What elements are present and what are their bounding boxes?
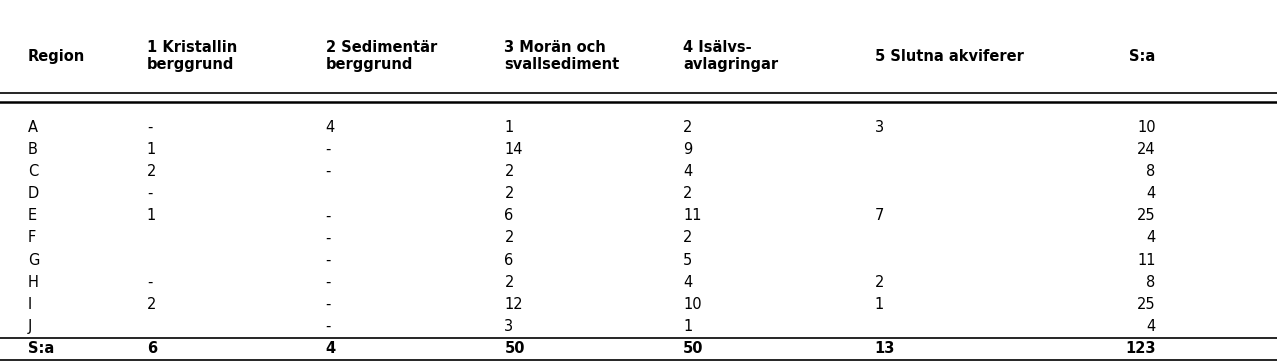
Text: A: A [28, 120, 38, 135]
Text: 1: 1 [504, 120, 513, 135]
Text: 5: 5 [683, 253, 692, 268]
Text: 2: 2 [875, 275, 884, 290]
Text: 2: 2 [504, 231, 513, 245]
Text: D: D [28, 186, 40, 201]
Text: 2: 2 [683, 231, 692, 245]
Text: 4: 4 [326, 120, 335, 135]
Text: 2 Sedimentär
berggrund: 2 Sedimentär berggrund [326, 40, 437, 73]
Text: B: B [28, 142, 38, 157]
Text: 13: 13 [875, 341, 895, 356]
Text: 14: 14 [504, 142, 522, 157]
Text: 4 Isälvs-
avlagringar: 4 Isälvs- avlagringar [683, 40, 778, 73]
Text: 1: 1 [875, 297, 884, 312]
Text: 4: 4 [683, 275, 692, 290]
Text: -: - [326, 142, 331, 157]
Text: -: - [147, 275, 152, 290]
Text: 5 Slutna akviferer: 5 Slutna akviferer [875, 49, 1024, 64]
Text: S:a: S:a [1129, 49, 1156, 64]
Text: 3: 3 [875, 120, 884, 135]
Text: S:a: S:a [28, 341, 55, 356]
Text: 6: 6 [504, 253, 513, 268]
Text: F: F [28, 231, 36, 245]
Text: 2: 2 [504, 164, 513, 179]
Text: 4: 4 [1147, 231, 1156, 245]
Text: Region: Region [28, 49, 86, 64]
Text: 50: 50 [683, 341, 704, 356]
Text: -: - [326, 208, 331, 223]
Text: -: - [326, 297, 331, 312]
Text: E: E [28, 208, 37, 223]
Text: 10: 10 [683, 297, 702, 312]
Text: J: J [28, 319, 32, 334]
Text: 11: 11 [1138, 253, 1156, 268]
Text: 9: 9 [683, 142, 692, 157]
Text: -: - [147, 120, 152, 135]
Text: 6: 6 [504, 208, 513, 223]
Text: 2: 2 [683, 186, 692, 201]
Text: 3 Morän och
svallsediment: 3 Morän och svallsediment [504, 40, 619, 73]
Text: C: C [28, 164, 38, 179]
Text: 11: 11 [683, 208, 701, 223]
Text: 25: 25 [1137, 297, 1156, 312]
Text: 1: 1 [147, 208, 156, 223]
Text: -: - [147, 186, 152, 201]
Text: 1 Kristallin
berggrund: 1 Kristallin berggrund [147, 40, 238, 73]
Text: 2: 2 [147, 164, 156, 179]
Text: -: - [326, 253, 331, 268]
Text: -: - [326, 164, 331, 179]
Text: 6: 6 [147, 341, 157, 356]
Text: H: H [28, 275, 40, 290]
Text: G: G [28, 253, 40, 268]
Text: 123: 123 [1125, 341, 1156, 356]
Text: 50: 50 [504, 341, 525, 356]
Text: 4: 4 [1147, 186, 1156, 201]
Text: I: I [28, 297, 32, 312]
Text: 1: 1 [683, 319, 692, 334]
Text: -: - [326, 231, 331, 245]
Text: 25: 25 [1137, 208, 1156, 223]
Text: 3: 3 [504, 319, 513, 334]
Text: 8: 8 [1147, 275, 1156, 290]
Text: 7: 7 [875, 208, 884, 223]
Text: 4: 4 [1147, 319, 1156, 334]
Text: 2: 2 [504, 275, 513, 290]
Text: 12: 12 [504, 297, 524, 312]
Text: 4: 4 [683, 164, 692, 179]
Text: -: - [326, 275, 331, 290]
Text: 2: 2 [504, 186, 513, 201]
Text: 8: 8 [1147, 164, 1156, 179]
Text: 24: 24 [1137, 142, 1156, 157]
Text: 2: 2 [147, 297, 156, 312]
Text: 2: 2 [683, 120, 692, 135]
Text: 1: 1 [147, 142, 156, 157]
Text: -: - [326, 319, 331, 334]
Text: 4: 4 [326, 341, 336, 356]
Text: 10: 10 [1137, 120, 1156, 135]
